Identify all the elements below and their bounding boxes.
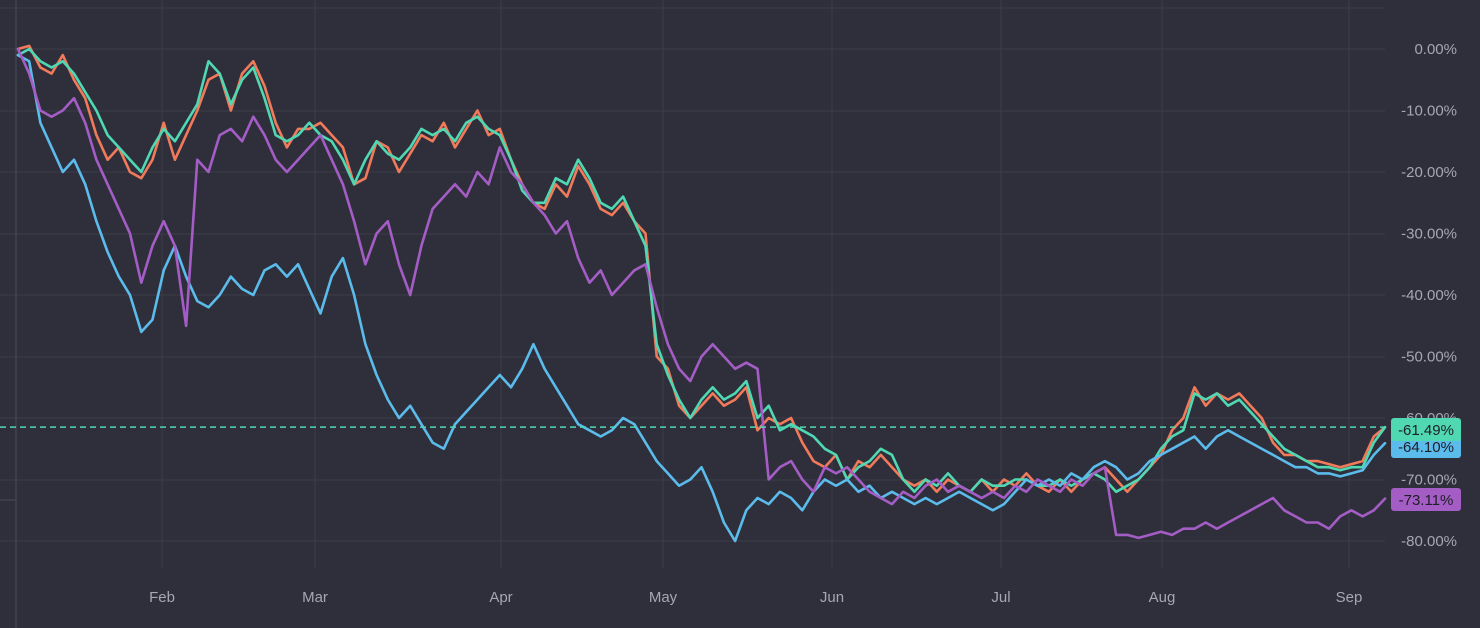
x-tick-label: Apr <box>489 589 512 606</box>
x-axis: Feb Mar Apr May Jun Jul Aug Sep <box>149 589 1362 606</box>
value-badge-label: -61.49% <box>1398 422 1454 439</box>
y-tick-label: -80.00% <box>1401 533 1457 550</box>
series-line-1 <box>16 44 1387 494</box>
series-layer <box>16 44 1387 543</box>
y-tick-label: -10.00% <box>1401 103 1457 120</box>
x-tick-label: Mar <box>302 589 328 606</box>
value-badge <box>1391 418 1461 441</box>
x-tick-label: Jun <box>820 589 844 606</box>
x-tick-label: May <box>649 589 678 606</box>
value-badge <box>1391 488 1461 511</box>
y-axis: 0.00% -10.00% -20.00% -30.00% -40.00% -50.00%… <box>1401 41 1457 550</box>
x-tick-label: Feb <box>149 589 175 606</box>
value-badges: -64.10% -73.11% -61.49% <box>1391 418 1461 511</box>
grid <box>0 0 1385 628</box>
y-tick-label: -20.00% <box>1401 164 1457 181</box>
series-line-2 <box>16 47 1387 494</box>
y-tick-label: 0.00% <box>1414 41 1457 58</box>
y-tick-label: -30.00% <box>1401 226 1457 243</box>
y-tick-label: -70.00% <box>1401 472 1457 489</box>
y-tick-label: -40.00% <box>1401 287 1457 304</box>
x-tick-label: Aug <box>1149 589 1176 606</box>
x-tick-label: Jul <box>991 589 1010 606</box>
x-tick-label: Sep <box>1336 589 1363 606</box>
value-badge-label: -73.11% <box>1399 492 1454 509</box>
series-line-3 <box>16 53 1387 543</box>
y-tick-label: -50.00% <box>1401 349 1457 366</box>
value-badge-label: -64.10% <box>1398 439 1454 456</box>
series-line-4 <box>16 47 1387 540</box>
